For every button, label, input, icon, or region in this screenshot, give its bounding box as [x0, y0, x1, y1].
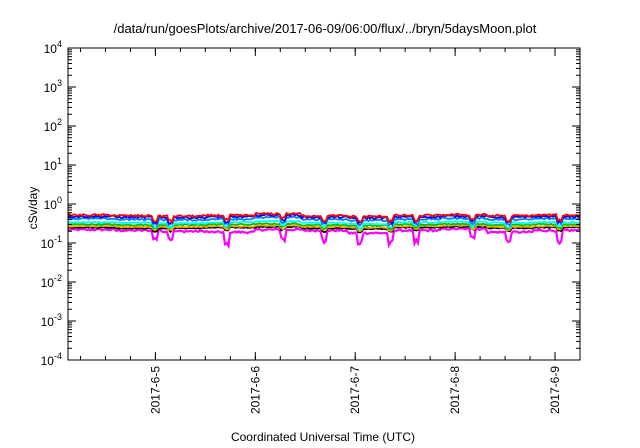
series-layer	[67, 211, 581, 250]
y-tick-label: 102	[44, 117, 62, 134]
chart-title: /data/run/goesPlots/archive/2017-06-09/0…	[114, 21, 537, 36]
y-tick-label: 100	[44, 195, 62, 212]
series-line-5	[67, 215, 581, 228]
x-tick-label: 2017-6-7	[348, 366, 362, 414]
series-line-7	[67, 211, 581, 225]
y-tick-label: 10-4	[41, 351, 62, 368]
y-axis-label: cSv/day	[26, 187, 40, 230]
series-line-3	[68, 222, 581, 231]
y-tick-label: 101	[44, 156, 62, 173]
x-tick-label: 2017-6-9	[548, 366, 562, 414]
x-tick-label: 2017-6-8	[448, 366, 462, 414]
x-axis-label: Coordinated Universal Time (UTC)	[231, 430, 415, 444]
y-tick-label: 104	[44, 39, 62, 56]
series-line-0	[67, 226, 581, 250]
y-tick-label: 10-2	[41, 273, 62, 290]
y-tick-label: 103	[44, 78, 62, 95]
plot-frame	[67, 47, 581, 361]
y-tick-label: 10-1	[41, 234, 62, 251]
y-tick-label: 10-3	[41, 312, 62, 329]
x-tick-label: 2017-6-6	[248, 366, 262, 414]
x-tick-label: 2017-6-5	[148, 366, 162, 414]
axes-layer: 10-4 10-3 10-2 10-1 100 101 102 103 104 2017-6-5 2…	[41, 39, 581, 414]
